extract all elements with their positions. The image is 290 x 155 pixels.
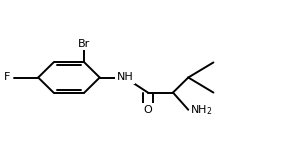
Text: NH: NH: [116, 73, 133, 82]
Text: NH$_2$: NH$_2$: [190, 103, 212, 117]
Text: O: O: [144, 105, 152, 115]
Text: Br: Br: [78, 39, 90, 49]
Text: F: F: [4, 73, 10, 82]
